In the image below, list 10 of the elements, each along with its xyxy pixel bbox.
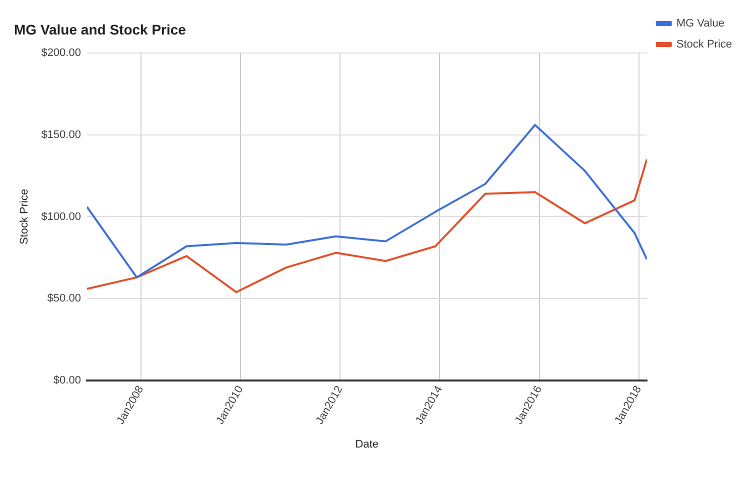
x-axis-title: Date [355, 438, 379, 450]
y-tick-label: $0.00 [53, 374, 81, 387]
y-axis-title: Stock Price [18, 188, 31, 245]
chart-title: MG Value and Stock Price [14, 21, 186, 38]
y-tick-label: $150.00 [41, 128, 81, 141]
y-tick-label: $200.00 [41, 46, 81, 59]
legend-label: Stock Price [676, 38, 732, 51]
legend-label: MG Value [676, 18, 724, 30]
y-tick-label: $100.00 [41, 210, 81, 223]
y-tick-label: $50.00 [47, 292, 81, 305]
